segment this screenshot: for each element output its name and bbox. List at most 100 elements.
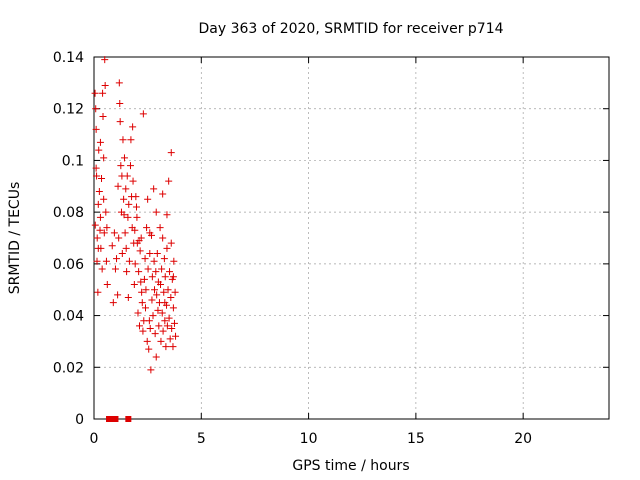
data-point xyxy=(167,149,175,157)
data-point xyxy=(142,286,150,294)
x-tick-label: 20 xyxy=(514,431,532,447)
data-point xyxy=(91,221,99,229)
data-point xyxy=(148,273,156,281)
data-point xyxy=(135,322,143,330)
data-point xyxy=(167,239,175,247)
data-point xyxy=(161,317,169,325)
data-point xyxy=(96,226,104,234)
data-point xyxy=(138,299,146,307)
data-point xyxy=(164,286,172,294)
data-point xyxy=(125,200,133,208)
data-point xyxy=(145,345,153,353)
data-point xyxy=(98,175,106,183)
data-point xyxy=(120,195,128,203)
data-point xyxy=(133,213,141,221)
data-point xyxy=(103,224,111,232)
data-point xyxy=(163,244,171,252)
data-point xyxy=(94,288,102,296)
data-point xyxy=(123,172,131,180)
data-point xyxy=(145,317,153,325)
data-point xyxy=(91,89,99,97)
data-point xyxy=(101,56,109,64)
data-point xyxy=(143,224,151,232)
data-point xyxy=(94,244,102,252)
data-point xyxy=(99,112,107,120)
data-point xyxy=(141,255,149,263)
data-point xyxy=(137,234,145,242)
data-point xyxy=(98,265,106,273)
data-point xyxy=(119,136,127,144)
data-point xyxy=(103,281,111,289)
data-point xyxy=(96,138,104,146)
data-point xyxy=(165,177,173,185)
data-point xyxy=(100,154,108,162)
data-point xyxy=(150,185,158,193)
data-point xyxy=(118,250,126,258)
data-point xyxy=(161,273,169,281)
data-point xyxy=(142,304,149,312)
data-point xyxy=(124,293,132,301)
data-point xyxy=(131,226,139,234)
data-point xyxy=(159,234,167,242)
data-point xyxy=(170,319,178,327)
data-point xyxy=(169,304,177,312)
data-point xyxy=(116,100,124,108)
data-point xyxy=(110,229,118,237)
y-tick-label: 0.14 xyxy=(53,50,84,66)
axis-ticks: 0 5 10 15 20 0 0.02 0.04 0.06 0.08 0.1 0.12 0.14 xyxy=(53,50,609,447)
data-point xyxy=(151,286,159,294)
data-point xyxy=(157,337,165,345)
data-point xyxy=(92,105,100,113)
data-point xyxy=(160,255,168,263)
data-point xyxy=(146,229,154,237)
y-tick-label: 0.12 xyxy=(53,102,84,118)
data-point xyxy=(166,268,174,276)
x-tick-label: 15 xyxy=(407,431,425,447)
data-point xyxy=(115,79,123,87)
y-tick-label: 0.08 xyxy=(53,205,84,221)
data-point xyxy=(152,353,160,361)
data-point xyxy=(167,293,175,301)
data-point xyxy=(132,193,140,201)
data-point xyxy=(165,314,173,322)
data-point xyxy=(159,327,167,335)
y-tick-label: 0.1 xyxy=(62,153,84,169)
y-tick-label: 0.06 xyxy=(53,257,84,273)
x-tick-label: 5 xyxy=(197,431,206,447)
chart-title: Day 363 of 2020, SRMTID for receiver p71… xyxy=(198,21,503,37)
data-point xyxy=(160,288,168,296)
data-point xyxy=(129,177,137,185)
data-point xyxy=(169,273,177,281)
data-point xyxy=(163,322,171,330)
data-point xyxy=(161,299,169,307)
data-point xyxy=(129,123,137,131)
data-point xyxy=(170,257,178,265)
data-point xyxy=(121,229,129,237)
data-point xyxy=(148,296,156,304)
data-point xyxy=(156,224,164,232)
data-point xyxy=(143,337,151,345)
data-point xyxy=(149,312,157,320)
data-point xyxy=(147,366,155,374)
data-point xyxy=(114,291,122,299)
zero-marker xyxy=(125,416,132,422)
data-point xyxy=(120,211,128,219)
data-point xyxy=(92,125,100,133)
data-point xyxy=(158,309,166,317)
data-point xyxy=(153,250,161,258)
data-point xyxy=(111,265,119,273)
data-point xyxy=(122,244,130,252)
data-point xyxy=(100,195,108,203)
data-point xyxy=(100,229,108,237)
data-point xyxy=(95,146,103,154)
data-point xyxy=(123,268,131,276)
data-point xyxy=(96,213,104,221)
data-point xyxy=(93,234,101,242)
data-point xyxy=(93,257,101,265)
data-point xyxy=(144,195,152,203)
data-point xyxy=(99,89,107,97)
data-point xyxy=(124,213,132,221)
data-point xyxy=(114,182,122,190)
data-points xyxy=(91,56,180,422)
